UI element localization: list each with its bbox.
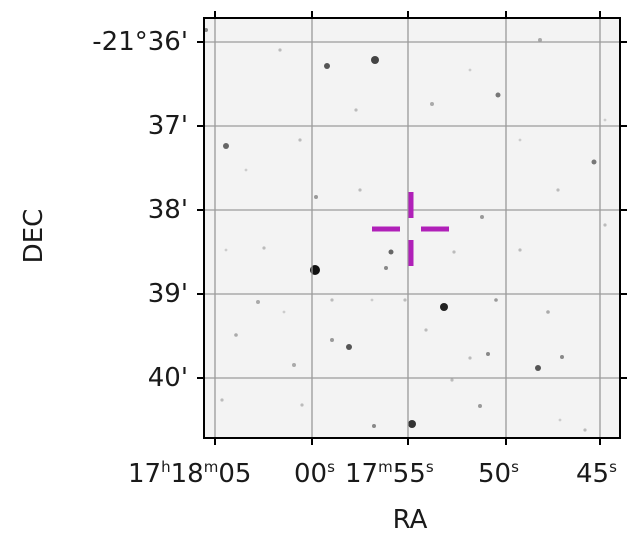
star <box>424 328 428 332</box>
star <box>546 310 550 314</box>
x-tick-label-2: 17m55s <box>345 458 434 489</box>
y-tick-label-3: 39' <box>148 279 188 309</box>
target-crosshair <box>372 192 449 266</box>
star <box>220 398 224 402</box>
star <box>495 92 501 98</box>
star <box>583 428 587 432</box>
star <box>234 333 238 337</box>
x-tick-label-1: 00s <box>294 458 335 489</box>
star <box>558 418 562 422</box>
star <box>603 118 607 122</box>
star <box>384 266 388 270</box>
star <box>538 38 542 42</box>
x-tick-label-4: 45s <box>576 458 617 489</box>
star <box>256 300 260 304</box>
star <box>486 352 490 356</box>
star <box>244 168 248 172</box>
x-tick-label-0: 17h18m05 <box>128 458 251 489</box>
star <box>223 143 229 149</box>
y-tick-label-1: 37' <box>148 111 188 141</box>
star <box>440 303 448 311</box>
star <box>468 68 472 72</box>
star <box>518 138 522 142</box>
x-axis-title: RA <box>393 505 428 533</box>
y-tick-label-0: -21°36' <box>92 27 188 57</box>
star <box>478 404 482 408</box>
star <box>300 403 304 407</box>
star <box>468 356 472 360</box>
star <box>408 420 416 428</box>
star <box>430 102 434 106</box>
star <box>452 250 456 254</box>
star <box>292 363 296 367</box>
star <box>603 223 607 227</box>
coordinate-grid <box>204 18 620 438</box>
star <box>278 48 282 52</box>
star <box>403 298 407 302</box>
y-tick-label-4: 40' <box>148 363 188 393</box>
star <box>535 365 541 371</box>
star <box>480 215 484 219</box>
star <box>494 298 498 302</box>
star <box>298 138 302 142</box>
tick-marks <box>197 11 627 445</box>
star <box>282 310 286 314</box>
star <box>354 108 358 112</box>
y-tick-label-2: 38' <box>148 195 188 225</box>
star <box>314 195 318 199</box>
sky-image-background <box>204 18 620 438</box>
x-tick-label-3: 50s <box>478 458 519 489</box>
star <box>556 188 560 192</box>
star <box>371 56 379 64</box>
y-axis-title: DEC <box>19 209 49 264</box>
star <box>518 248 522 252</box>
star <box>262 246 266 250</box>
star <box>330 338 334 342</box>
star <box>346 344 352 350</box>
star <box>591 159 597 165</box>
star <box>370 298 374 302</box>
star <box>330 298 334 302</box>
star <box>450 378 454 382</box>
plot-frame <box>203 17 621 439</box>
star <box>324 63 330 69</box>
star <box>388 249 394 255</box>
star <box>224 248 228 252</box>
star <box>358 188 362 192</box>
star <box>372 424 376 428</box>
star <box>560 355 564 359</box>
